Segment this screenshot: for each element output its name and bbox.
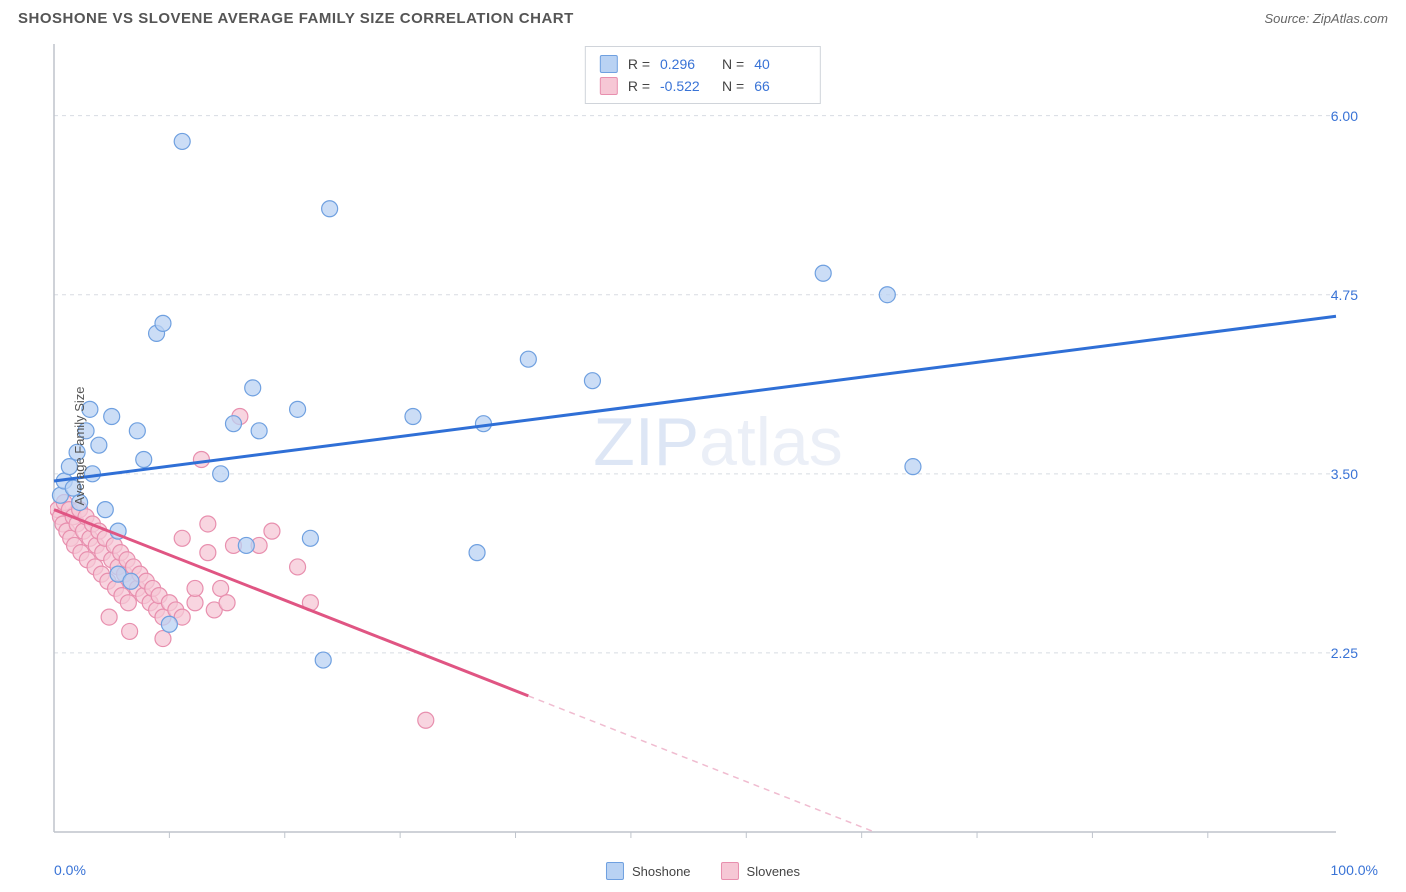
plot-area: Average Family Size ZIPatlas 2.253.504.7… — [50, 40, 1386, 852]
r-label: R = — [628, 75, 650, 97]
n-value-slovenes: 66 — [754, 75, 806, 97]
y-axis-label: Average Family Size — [72, 387, 87, 506]
y-tick-label: 3.50 — [1331, 466, 1358, 482]
stats-legend: R = 0.296 N = 40 R = -0.522 N = 66 — [585, 46, 821, 104]
r-value-slovenes: -0.522 — [660, 75, 712, 97]
stats-row-shoshone: R = 0.296 N = 40 — [600, 53, 806, 75]
n-label: N = — [722, 53, 744, 75]
n-value-shoshone: 40 — [754, 53, 806, 75]
legend-item-slovenes: Slovenes — [721, 862, 800, 880]
y-tick-label: 6.00 — [1331, 108, 1358, 124]
swatch-slovenes-icon — [600, 77, 618, 95]
x-axis-min-label: 0.0% — [54, 862, 86, 878]
stats-row-slovenes: R = -0.522 N = 66 — [600, 75, 806, 97]
y-tick-label: 2.25 — [1331, 645, 1358, 661]
legend-item-shoshone: Shoshone — [606, 862, 691, 880]
y-tick-label: 4.75 — [1331, 287, 1358, 303]
chart-svg — [50, 40, 1386, 852]
swatch-shoshone-icon — [600, 55, 618, 73]
legend-label-slovenes: Slovenes — [747, 864, 800, 879]
r-value-shoshone: 0.296 — [660, 53, 712, 75]
series-legend: Shoshone Slovenes — [606, 862, 800, 880]
source-label: Source: ZipAtlas.com — [1264, 11, 1388, 26]
swatch-slovenes-icon — [721, 862, 739, 880]
legend-label-shoshone: Shoshone — [632, 864, 691, 879]
r-label: R = — [628, 53, 650, 75]
chart-title: SHOSHONE VS SLOVENE AVERAGE FAMILY SIZE … — [18, 10, 574, 27]
swatch-shoshone-icon — [606, 862, 624, 880]
n-label: N = — [722, 75, 744, 97]
x-axis-max-label: 100.0% — [1331, 862, 1378, 878]
